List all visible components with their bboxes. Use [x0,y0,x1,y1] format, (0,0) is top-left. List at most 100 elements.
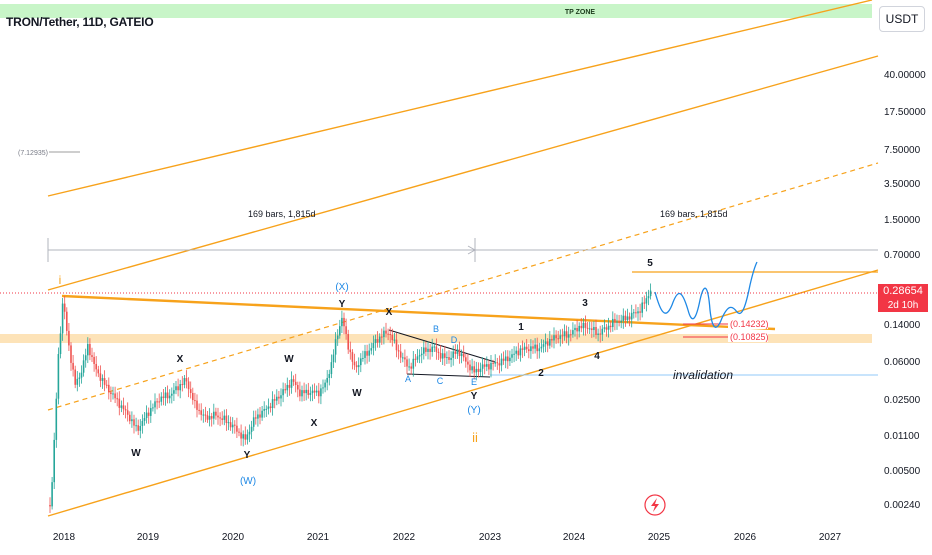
candle-body [544,341,547,345]
label-x-2: X [311,418,318,429]
candle-body [570,334,572,336]
candle-body [66,311,68,331]
candle-body [168,395,171,399]
label-x-circled: (X) [335,282,348,293]
candle-body [523,346,526,350]
candle-body [200,410,202,415]
candle-body [234,424,236,426]
candle-body [49,505,51,507]
candle-body [110,392,112,395]
candle-body [152,407,154,409]
candle-body [616,321,618,323]
label-c: C [437,376,444,386]
candle-body [376,339,379,343]
candle-body [639,311,641,313]
candle-body [82,360,85,373]
x-tick-label: 2021 [307,532,330,543]
candle-body [282,389,284,396]
candle-body [565,331,568,338]
lightning-icon[interactable] [644,494,666,516]
candle-body [433,346,436,348]
candle-body [238,431,240,433]
candle-body [605,327,608,330]
candle-body [248,431,251,435]
candle-body [425,347,427,352]
candle-body [221,418,223,420]
candle-body [183,378,186,385]
candle-body [74,369,76,385]
price-axis[interactable]: 40.00000 17.50000 7.50000 3.50000 1.50000 0.7… [884,70,926,511]
candle-body [181,384,184,386]
candle-body [150,408,152,416]
x-tick-label: 2024 [563,532,586,543]
candle-body [187,381,190,390]
candle-body [494,362,496,364]
label-1: 1 [518,322,524,333]
candle-body [330,362,333,375]
candle-body [471,366,473,371]
candle-body [404,357,406,360]
currency-button[interactable]: USDT [879,6,925,32]
label-i: i [59,273,62,287]
candle-body [259,414,261,418]
candle-body [517,350,520,356]
candle-body [93,356,95,364]
candle-body [135,425,137,427]
candle-body [55,398,58,440]
candle-body [645,298,648,304]
candle-body [208,416,211,420]
candle-body [311,390,314,394]
candle-body [588,328,591,330]
candle-body [635,312,637,314]
candle-body [397,350,400,352]
candle-body [292,379,295,382]
candle-body [299,389,301,397]
candle-body [129,414,131,422]
candle-body [257,414,259,419]
candle-body [452,351,454,358]
x-tick-label: 2022 [393,532,416,543]
candle-body [173,390,175,394]
candle-body [534,344,536,349]
candle-body [490,362,492,370]
candle-body [318,390,320,397]
candle-body [399,351,402,358]
candle-body [437,351,440,353]
candle-body [450,357,452,360]
candle-body [250,426,253,432]
candle-body [194,400,196,402]
candle-body [307,389,310,395]
candle-body [339,326,341,336]
candle-body [515,350,517,354]
candle-body [357,365,360,368]
candle-body [383,330,385,338]
candle-body [305,389,307,394]
candle-body [255,417,257,419]
candle-body [126,410,129,415]
candle-body [322,387,324,389]
candle-body [439,352,442,359]
candle-body [427,348,429,352]
candle-body [370,348,373,351]
x-tick-label: 2026 [734,532,757,543]
candle-body [51,482,53,507]
candle-body [633,312,635,314]
label-a: A [405,374,411,384]
candle-body [496,362,499,364]
candle-body [469,364,471,371]
candle-body [158,401,160,403]
candle-body [273,399,276,401]
candle-body [225,415,228,423]
candle-body [511,354,513,358]
candle-body [288,384,291,388]
candle-body [418,355,421,357]
candle-body [456,349,459,354]
candle-body [139,425,142,431]
candle-body [492,362,494,364]
candle-body [315,390,318,393]
candle-body [120,405,123,408]
candle-body [462,353,465,358]
time-axis[interactable]: 2018 2019 2020 2021 2022 2023 2024 2025 2026 2027 [53,532,842,543]
